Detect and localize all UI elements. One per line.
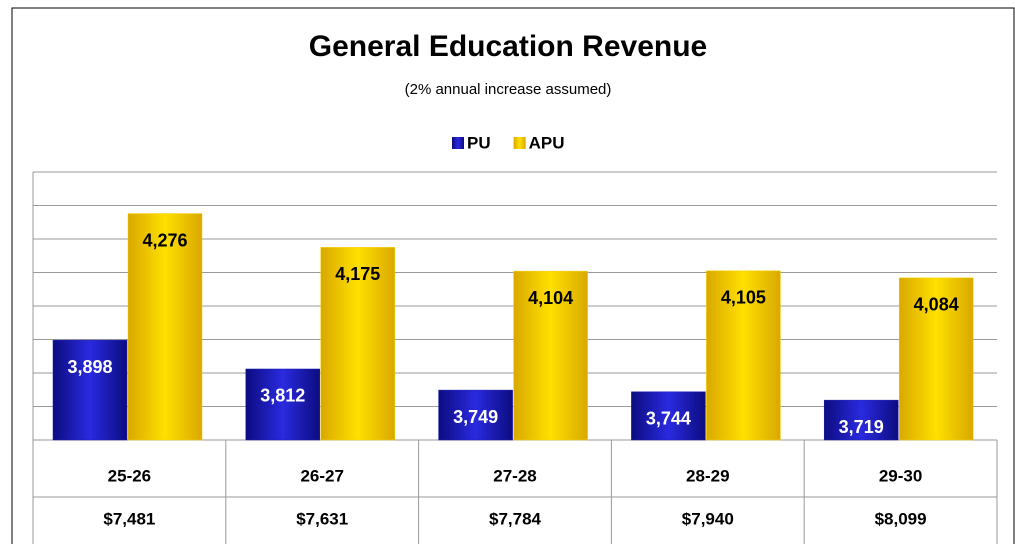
total-label: $7,631 (296, 509, 348, 528)
bar (320, 247, 396, 441)
value-label: 4,175 (335, 264, 380, 284)
value-label: 3,898 (67, 357, 112, 377)
bar (823, 399, 899, 441)
bar (438, 389, 513, 441)
x-tick-label: 28-29 (686, 466, 729, 485)
value-label: 3,719 (839, 417, 884, 437)
total-label: $7,481 (103, 509, 155, 528)
x-tick-label: 27-28 (493, 466, 536, 485)
total-label: $7,940 (682, 509, 734, 528)
x-tick-label: 25-26 (108, 466, 151, 485)
value-label: 4,084 (914, 295, 959, 315)
bar (52, 339, 128, 441)
x-tick-label: 26-27 (300, 466, 343, 485)
bar (631, 391, 706, 441)
chart-title: General Education Revenue (309, 30, 707, 63)
value-label: 4,105 (721, 288, 766, 308)
total-label: $8,099 (875, 509, 927, 528)
value-label: 4,104 (528, 288, 573, 308)
legend-label: PU (467, 133, 491, 152)
total-label: $7,784 (489, 509, 542, 528)
legend-swatch (452, 137, 464, 149)
chart-subtitle: (2% annual increase assumed) (405, 81, 612, 98)
value-label: 3,749 (453, 407, 498, 427)
value-label: 3,744 (646, 409, 691, 429)
x-tick-label: 29-30 (879, 466, 922, 485)
legend-label: APU (529, 133, 565, 152)
value-label: 4,276 (142, 230, 187, 250)
bar (513, 270, 588, 441)
bar (898, 277, 974, 441)
legend-swatch (513, 137, 526, 149)
bar (127, 213, 203, 441)
bar (245, 368, 321, 441)
bar (706, 270, 781, 441)
value-label: 3,812 (260, 386, 305, 406)
frame (11, 7, 1015, 544)
